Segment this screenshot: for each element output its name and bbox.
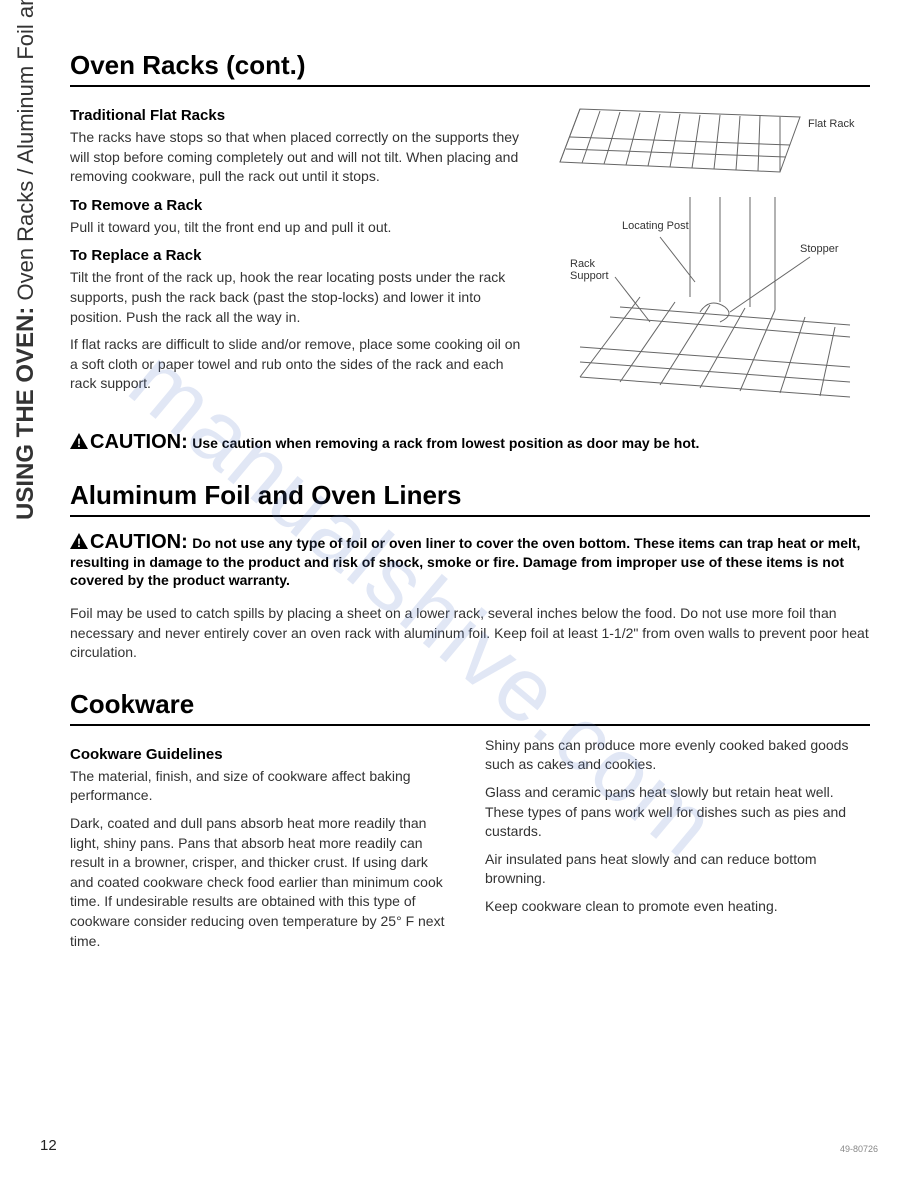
s1-sub2-heading: To Remove a Rack bbox=[70, 197, 526, 214]
s3-right-p4: Keep cookware clean to promote even heat… bbox=[485, 897, 870, 917]
caution-label-1: CAUTION: bbox=[90, 431, 188, 453]
section2: Aluminum Foil and Oven Liners ! CAUTION:… bbox=[70, 480, 870, 663]
side-label-rest: Oven Racks / Aluminum Foil and Oven Line… bbox=[13, 0, 38, 307]
caution-text-2: Do not use any type of foil or oven line… bbox=[70, 535, 860, 588]
page-content: Oven Racks (cont.) Traditional Flat Rack… bbox=[70, 50, 870, 959]
s1-sub3-heading: To Replace a Rack bbox=[70, 247, 526, 264]
section2-caution: ! CAUTION: Do not use any type of foil o… bbox=[70, 531, 870, 590]
section1-rule bbox=[70, 85, 870, 87]
section1-right: Flat Rack bbox=[550, 97, 870, 417]
section2-title: Aluminum Foil and Oven Liners bbox=[70, 480, 870, 511]
section3-title: Cookware bbox=[70, 689, 870, 720]
section1-left: Traditional Flat Racks The racks have st… bbox=[70, 97, 526, 417]
warning-icon: ! bbox=[70, 533, 88, 554]
rack-support-label: RackSupport bbox=[570, 258, 609, 282]
section2-rule bbox=[70, 515, 870, 517]
svg-text:!: ! bbox=[77, 436, 81, 449]
s3-right-p1: Shiny pans can produce more evenly cooke… bbox=[485, 736, 870, 775]
s1-sub3-body: Tilt the front of the rack up, hook the … bbox=[70, 268, 526, 327]
page-number: 12 bbox=[40, 1137, 57, 1154]
s3-right-p3: Air insulated pans heat slowly and can r… bbox=[485, 850, 870, 889]
s3-sub-heading: Cookware Guidelines bbox=[70, 746, 455, 763]
stopper-label: Stopper bbox=[800, 243, 839, 255]
caution-text-1: Use caution when removing a rack from lo… bbox=[192, 435, 699, 451]
section1-caution: ! CAUTION: Use caution when removing a r… bbox=[70, 431, 870, 454]
section1-title: Oven Racks (cont.) bbox=[70, 50, 870, 81]
section3-left: Cookware Guidelines The material, finish… bbox=[70, 736, 455, 959]
s1-sub3-body2: If flat racks are difficult to slide and… bbox=[70, 335, 526, 394]
side-label-bold: USING THE OVEN: bbox=[12, 307, 39, 520]
s1-sub2-body: Pull it toward you, tilt the front end u… bbox=[70, 218, 526, 238]
section2-body: Foil may be used to catch spills by plac… bbox=[70, 604, 870, 663]
section1-columns: Traditional Flat Racks The racks have st… bbox=[70, 97, 870, 417]
flat-rack-diagram: Flat Rack bbox=[550, 97, 870, 187]
s1-sub1-body: The racks have stops so that when placed… bbox=[70, 128, 526, 187]
rack-support-diagram: Locating Post RackSupport Stopper bbox=[550, 197, 870, 417]
svg-text:!: ! bbox=[77, 536, 81, 549]
flat-rack-label: Flat Rack bbox=[808, 118, 855, 130]
section3-columns: Cookware Guidelines The material, finish… bbox=[70, 736, 870, 959]
section3-right: Shiny pans can produce more evenly cooke… bbox=[485, 736, 870, 959]
s3-left-p1: The material, finish, and size of cookwa… bbox=[70, 767, 455, 806]
section3-rule bbox=[70, 724, 870, 726]
s3-right-p2: Glass and ceramic pans heat slowly but r… bbox=[485, 783, 870, 842]
s3-left-p2: Dark, coated and dull pans absorb heat m… bbox=[70, 814, 455, 951]
section3: Cookware Cookware Guidelines The materia… bbox=[70, 689, 870, 959]
s1-sub1-heading: Traditional Flat Racks bbox=[70, 107, 526, 124]
locating-post-label: Locating Post bbox=[622, 220, 689, 232]
caution-label-2: CAUTION: bbox=[90, 531, 188, 553]
document-code: 49-80726 bbox=[840, 1144, 878, 1154]
warning-icon: ! bbox=[70, 433, 88, 454]
vertical-section-label: USING THE OVEN: Oven Racks / Aluminum Fo… bbox=[12, 0, 40, 520]
